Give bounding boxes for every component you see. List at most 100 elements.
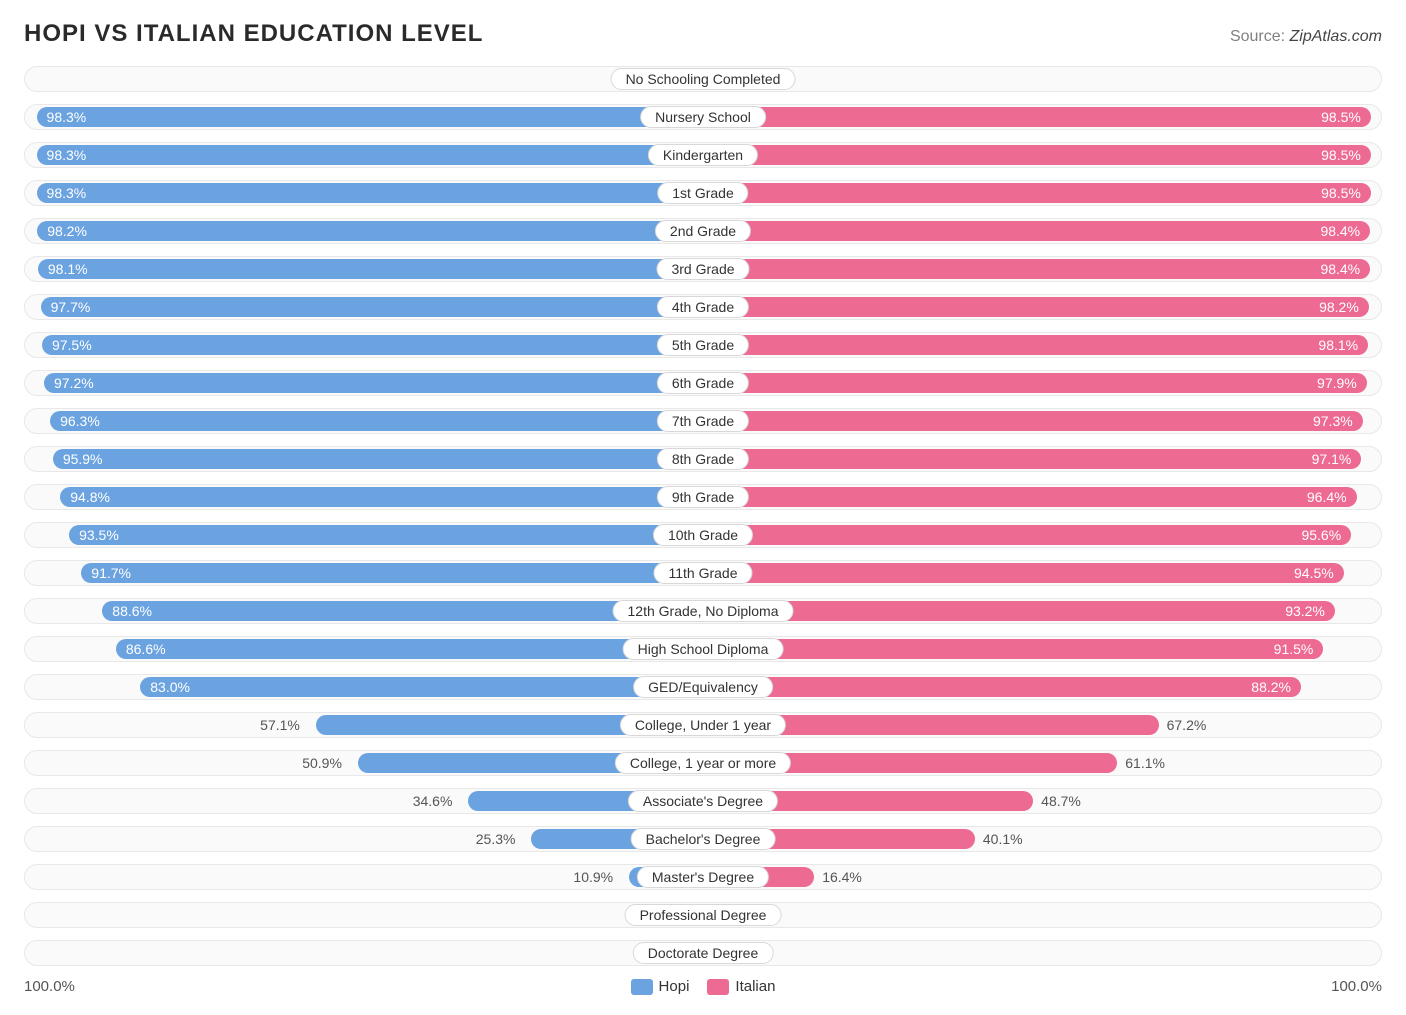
bar-left: 91.7% [81,563,703,583]
category-pill: 6th Grade [657,372,749,394]
source-label: Source: [1230,28,1285,45]
category-pill: Kindergarten [648,144,758,166]
category-pill: 9th Grade [657,486,749,508]
value-left: 97.2% [54,375,94,391]
bar-left: 97.7% [41,297,703,317]
bar-right: 98.4% [703,259,1370,279]
bar-left: 95.9% [53,449,703,469]
chart-container: HOPI VS ITALIAN EDUCATION LEVEL Source: … [0,0,1406,1015]
value-left: 98.3% [47,147,87,163]
value-left: 98.3% [47,185,87,201]
value-right: 16.4% [822,869,862,885]
value-left: 98.3% [47,109,87,125]
value-left: 97.5% [52,337,92,353]
legend-item-italian: Italian [707,978,775,995]
bar-left: 96.3% [50,411,703,431]
value-left: 25.3% [476,831,516,847]
category-pill: Professional Degree [625,904,782,926]
value-left: 34.6% [413,793,453,809]
chart-title: HOPI VS ITALIAN EDUCATION LEVEL [24,20,483,48]
bar-row: 88.6%93.2%12th Grade, No Diploma [24,598,1382,624]
bar-row: 97.2% 97.9% 6th Grade [24,370,1382,396]
value-right: 40.1% [983,831,1023,847]
legend-label-italian: Italian [735,978,775,995]
bar-row: 3.6%4.8%Professional Degree [24,902,1382,928]
bar-right: 96.4% [703,487,1357,507]
value-right: 67.2% [1167,717,1207,733]
value-right: 97.3% [1313,413,1353,429]
value-right: 97.1% [1312,451,1352,467]
bar-row: 50.9%61.1%College, 1 year or more [24,750,1382,776]
bar-left: 86.6% [116,639,703,659]
bar-left: 98.3% [37,145,703,165]
value-left: 91.7% [91,565,131,581]
bar-row: 86.6% 91.5% High School Diploma [24,636,1382,662]
legend: Hopi Italian [631,978,776,995]
bar-right: 98.5% [703,107,1371,127]
value-left: 10.9% [573,869,613,885]
category-pill: 11th Grade [653,562,752,584]
value-right: 98.4% [1320,223,1360,239]
bar-right: 97.1% [703,449,1361,469]
bar-row: 57.1%67.2%College, Under 1 year [24,712,1382,738]
category-pill: GED/Equivalency [633,676,773,698]
value-right: 95.6% [1301,527,1341,543]
category-pill: 2nd Grade [655,220,751,242]
bar-right: 98.2% [703,297,1369,317]
bar-row: 98.2% 98.4% 2nd Grade [24,218,1382,244]
value-left: 98.2% [47,223,87,239]
category-pill: College, Under 1 year [620,714,786,736]
bar-left: 93.5% [69,525,703,545]
bar-row: 91.7% 94.5% 11th Grade [24,560,1382,586]
bar-row: 96.3% 97.3% 7th Grade [24,408,1382,434]
value-left: 94.8% [70,489,110,505]
category-pill: Master's Degree [637,866,769,888]
bar-left: 98.1% [38,259,703,279]
value-left: 96.3% [60,413,100,429]
value-right: 97.9% [1317,375,1357,391]
category-pill: 7th Grade [657,410,749,432]
legend-item-hopi: Hopi [631,978,690,995]
value-right: 93.2% [1285,603,1325,619]
category-pill: 1st Grade [657,182,748,204]
axis-left-max: 100.0% [24,978,75,995]
value-right: 48.7% [1041,793,1081,809]
bar-right: 91.5% [703,639,1323,659]
value-right: 98.4% [1320,261,1360,277]
category-pill: High School Diploma [623,638,784,660]
value-left: 86.6% [126,641,166,657]
bar-row: 1.6%2.0%Doctorate Degree [24,940,1382,966]
axis-right-max: 100.0% [1331,978,1382,995]
bar-row: 93.5%95.6%10th Grade [24,522,1382,548]
category-pill: 3rd Grade [656,258,749,280]
category-pill: Associate's Degree [628,790,778,812]
bar-row: 2.2%1.5%No Schooling Completed [24,66,1382,92]
value-left: 93.5% [79,527,119,543]
value-left: 50.9% [302,755,342,771]
value-right: 94.5% [1294,565,1334,581]
value-left: 95.9% [63,451,103,467]
category-pill: Bachelor's Degree [631,828,776,850]
bar-row: 95.9% 97.1% 8th Grade [24,446,1382,472]
source-value: ZipAtlas.com [1290,28,1382,45]
bar-left: 98.3% [37,107,703,127]
bar-row: 98.3% 98.5%1st Grade [24,180,1382,206]
category-pill: 8th Grade [657,448,749,470]
category-pill: 4th Grade [657,296,749,318]
bar-row: 94.8% 96.4%9th Grade [24,484,1382,510]
diverging-bar-chart: 2.2%1.5%No Schooling Completed 98.3% 98.5%… [24,66,1382,966]
legend-swatch-italian [707,979,729,995]
bar-row: 97.5%98.1%5th Grade [24,332,1382,358]
bar-right: 98.5% [703,183,1371,203]
category-pill: No Schooling Completed [611,68,796,90]
bar-right: 98.4% [703,221,1370,241]
value-right: 98.5% [1321,147,1361,163]
bar-right: 95.6% [703,525,1351,545]
value-right: 91.5% [1274,641,1314,657]
category-pill: 12th Grade, No Diploma [613,600,794,622]
value-left: 97.7% [51,299,91,315]
category-pill: Doctorate Degree [633,942,774,964]
bar-right: 98.1% [703,335,1368,355]
value-right: 88.2% [1251,679,1291,695]
bar-right: 88.2% [703,677,1301,697]
